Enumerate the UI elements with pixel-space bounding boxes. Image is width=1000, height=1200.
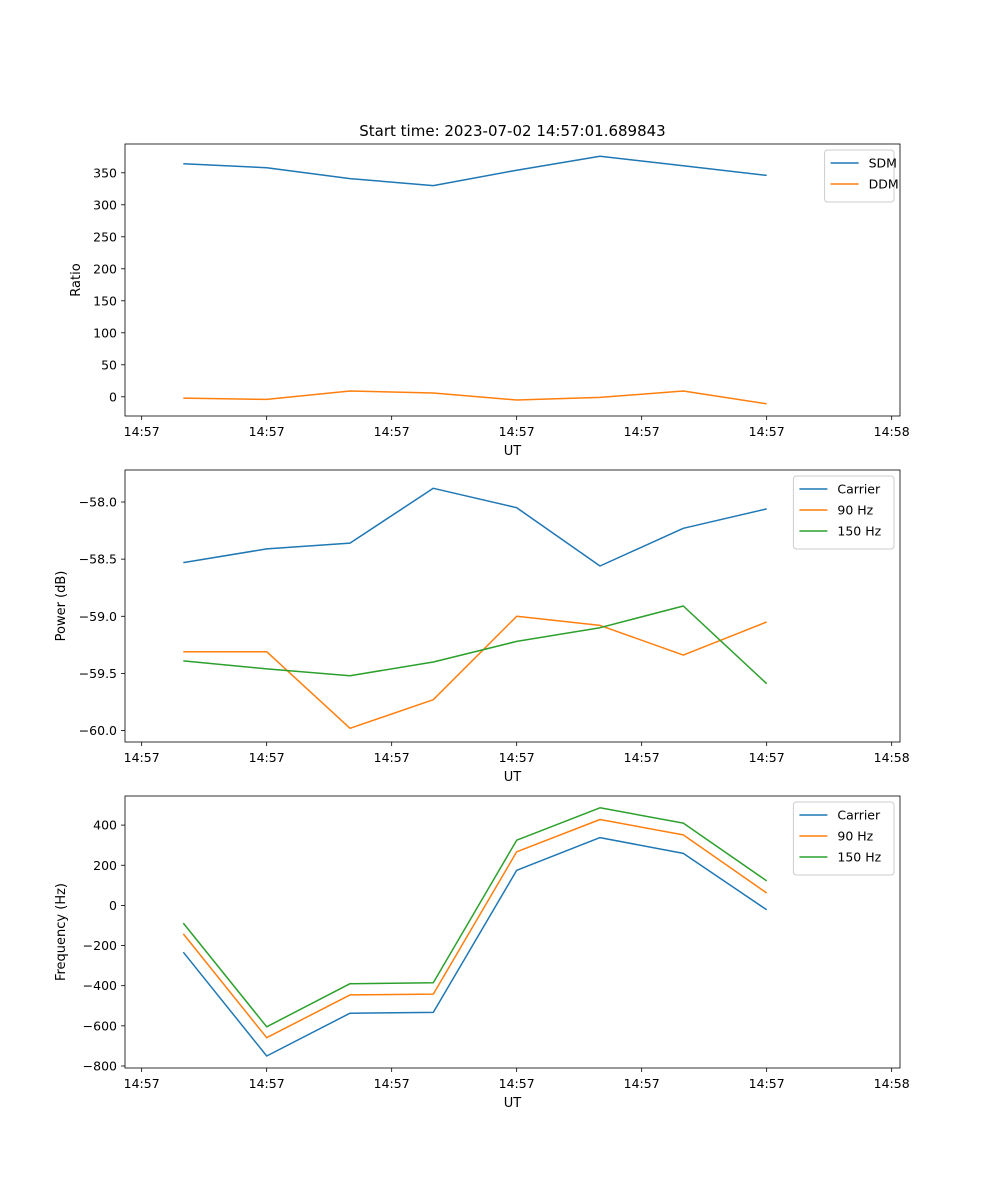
series-line-carrier: [182, 836, 768, 1057]
y-tick-label: 250: [93, 229, 117, 244]
x-tick-label: 14:57: [499, 1076, 535, 1091]
legend-label-carrier: Carrier: [837, 808, 881, 823]
legend-label-150-hz: 150 Hz: [837, 850, 881, 865]
y-tick-label: −60.0: [79, 723, 117, 738]
series-line-90-hz: [183, 615, 767, 730]
legend-label-90-hz: 90 Hz: [837, 829, 873, 844]
x-tick-label: 14:57: [749, 750, 785, 765]
x-tick-label: 14:57: [624, 424, 660, 439]
x-tick-label: 14:57: [749, 424, 785, 439]
x-tick-label: 14:57: [749, 1076, 785, 1091]
subplot-2: 14:57 14:57 14:57 14:57 14:57 14:57 14:58 −60.0…: [54, 469, 910, 785]
axes-frame: [124, 469, 901, 743]
x-tick-label: 14:57: [499, 424, 535, 439]
x-tick-label: 14:57: [124, 750, 160, 765]
legend-label-150-hz: 150 Hz: [837, 524, 881, 539]
subplots: 14:57 14:57 14:57 14:57 14:57 14:57 14:58 0 50 10…: [54, 143, 910, 1111]
x-axis-label: UT: [504, 444, 522, 459]
figure-title: Start time: 2023-07-02 14:57:01.689843: [359, 122, 665, 140]
x-tick-label: 14:57: [124, 424, 160, 439]
x-tick-label: 14:57: [499, 750, 535, 765]
y-tick-label: −800: [83, 1058, 117, 1073]
y-axis-label: Power (dB): [54, 571, 69, 642]
x-axis-label: UT: [504, 770, 522, 785]
legend: Carrier 90 Hz 150 Hz: [792, 801, 895, 876]
x-tick-label: 14:57: [374, 1076, 410, 1091]
axes-frame: [124, 143, 901, 417]
y-tick-label: 0: [109, 389, 117, 404]
legend-label-90-hz: 90 Hz: [837, 503, 873, 518]
y-tick-label: 50: [101, 357, 117, 372]
y-tick-label: −200: [83, 938, 117, 953]
y-tick-label: 400: [93, 818, 117, 833]
y-tick-label: 200: [93, 261, 117, 276]
legend: Carrier 90 Hz 150 Hz: [792, 475, 895, 550]
y-axis-label: Frequency (Hz): [54, 883, 69, 981]
y-tick-label: 300: [93, 197, 117, 212]
x-tick-label: 14:58: [874, 1076, 910, 1091]
series-line-150-hz: [183, 605, 768, 685]
series-line-ddm: [183, 390, 767, 405]
x-tick-label: 14:57: [374, 750, 410, 765]
x-tick-label: 14:57: [374, 424, 410, 439]
x-tick-label: 14:57: [249, 750, 285, 765]
series-line-carrier: [183, 487, 767, 567]
subplot-1: 14:57 14:57 14:57 14:57 14:57 14:57 14:58 0 50 10…: [69, 143, 910, 459]
y-tick-label: −58.0: [79, 495, 117, 510]
y-tick-label: 200: [93, 858, 117, 873]
y-tick-label: −59.0: [79, 609, 117, 624]
y-axis-label: Ratio: [69, 263, 84, 296]
axes-frame: [124, 795, 901, 1069]
series-line-sdm: [183, 155, 767, 187]
x-axis-label: UT: [504, 1096, 522, 1111]
subplot-3: 14:57 14:57 14:57 14:57 14:57 14:57 14:58 −800 −…: [54, 795, 910, 1111]
y-tick-label: 100: [93, 325, 117, 340]
x-tick-label: 14:57: [624, 1076, 660, 1091]
x-tick-label: 14:57: [624, 750, 660, 765]
x-tick-label: 14:57: [249, 424, 285, 439]
x-tick-label: 14:58: [874, 750, 910, 765]
x-tick-label: 14:57: [249, 1076, 285, 1091]
y-tick-label: 350: [93, 165, 117, 180]
series-line-150-hz: [182, 807, 768, 1028]
y-tick-label: 0: [109, 898, 117, 913]
legend-label-carrier: Carrier: [837, 482, 881, 497]
y-tick-label: −400: [83, 978, 117, 993]
y-tick-label: −58.5: [79, 552, 117, 567]
x-tick-label: 14:57: [124, 1076, 160, 1091]
y-tick-label: −600: [83, 1018, 117, 1033]
series-line-90-hz: [182, 818, 768, 1039]
y-tick-label: 150: [93, 293, 117, 308]
x-tick-label: 14:58: [874, 424, 910, 439]
legend: SDM DDM: [824, 149, 899, 203]
y-tick-label: −59.5: [79, 666, 117, 681]
legend-label-ddm: DDM: [869, 177, 899, 192]
legend-label-sdm: SDM: [869, 156, 897, 171]
